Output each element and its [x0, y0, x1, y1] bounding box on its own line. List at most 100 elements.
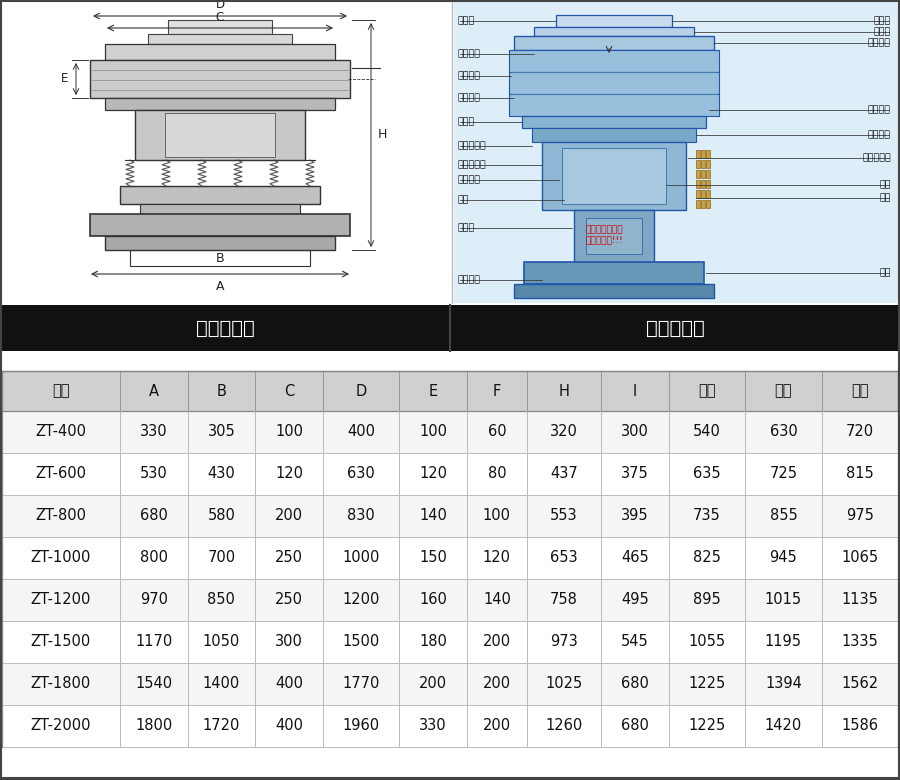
Text: 465: 465	[621, 551, 649, 566]
Text: 1065: 1065	[842, 551, 878, 566]
Bar	[2, 305, 898, 351]
Text: 运输用固定螺栓
试机时去掉!!!: 运输用固定螺栓 试机时去掉!!!	[585, 225, 623, 244]
Text: 540: 540	[693, 424, 721, 439]
Text: 970: 970	[140, 593, 167, 608]
Text: 底座: 底座	[879, 268, 891, 278]
Bar	[574, 210, 654, 262]
Bar	[701, 170, 705, 178]
Text: 150: 150	[419, 551, 447, 566]
Text: 1420: 1420	[765, 718, 802, 733]
Text: 630: 630	[347, 466, 375, 481]
Text: 1225: 1225	[688, 718, 725, 733]
Text: 1195: 1195	[765, 634, 802, 650]
Text: 1225: 1225	[688, 676, 725, 692]
Text: 320: 320	[550, 424, 578, 439]
Text: 430: 430	[208, 466, 235, 481]
Bar	[701, 180, 705, 188]
Text: 250: 250	[275, 593, 303, 608]
Text: 725: 725	[770, 466, 797, 481]
Bar	[556, 15, 672, 27]
Bar	[2, 579, 898, 621]
Text: H: H	[559, 384, 570, 399]
Text: 758: 758	[550, 593, 578, 608]
Bar	[542, 142, 686, 210]
Text: 振体: 振体	[458, 196, 470, 204]
Text: 330: 330	[140, 424, 167, 439]
Text: 635: 635	[693, 466, 721, 481]
Text: 200: 200	[419, 676, 447, 692]
Bar	[2, 537, 898, 579]
Text: 975: 975	[846, 509, 874, 523]
Text: 80: 80	[488, 466, 506, 481]
Text: 束环: 束环	[879, 180, 891, 190]
Text: 400: 400	[275, 676, 303, 692]
Text: 437: 437	[550, 466, 578, 481]
Text: ZT-800: ZT-800	[35, 509, 86, 523]
Bar	[701, 190, 705, 198]
Bar	[706, 160, 710, 168]
Text: 一般结构图: 一般结构图	[645, 318, 705, 338]
Text: ZT-1200: ZT-1200	[31, 593, 91, 608]
Text: 580: 580	[207, 509, 235, 523]
Bar	[140, 204, 300, 214]
Text: 180: 180	[419, 634, 447, 650]
Bar	[509, 94, 719, 116]
Text: 1050: 1050	[202, 634, 240, 650]
Bar	[90, 60, 350, 98]
Text: 底部框架: 底部框架	[868, 130, 891, 140]
Text: C: C	[216, 11, 224, 24]
Text: 700: 700	[207, 551, 236, 566]
Text: 300: 300	[621, 424, 649, 439]
Bar	[105, 44, 335, 60]
Bar	[562, 148, 666, 204]
Bar	[2, 411, 898, 453]
Text: 防尘盖: 防尘盖	[874, 16, 891, 26]
Text: 530: 530	[140, 466, 167, 481]
Text: 395: 395	[621, 509, 649, 523]
Text: E: E	[428, 384, 437, 399]
Text: 495: 495	[621, 593, 649, 608]
Text: 1200: 1200	[342, 593, 380, 608]
Text: 250: 250	[275, 551, 303, 566]
Text: 电动机: 电动机	[458, 224, 475, 232]
Text: 1770: 1770	[342, 676, 380, 692]
Text: 653: 653	[550, 551, 578, 566]
Bar	[696, 170, 700, 178]
Bar	[148, 34, 292, 44]
Bar	[130, 250, 310, 266]
Bar	[2, 371, 898, 411]
Bar	[165, 113, 275, 157]
Text: 1170: 1170	[135, 634, 172, 650]
Text: 中部框架: 中部框架	[868, 105, 891, 115]
Text: 绕外重锤板: 绕外重锤板	[458, 161, 487, 169]
Text: 60: 60	[488, 424, 506, 439]
Text: 下部重锤: 下部重锤	[458, 275, 481, 285]
Text: 630: 630	[770, 424, 797, 439]
Text: 筛网法兰: 筛网法兰	[458, 94, 481, 102]
Text: 720: 720	[846, 424, 874, 439]
Text: 680: 680	[621, 718, 649, 733]
Text: 120: 120	[275, 466, 303, 481]
Text: F: F	[493, 384, 501, 399]
Text: 945: 945	[770, 551, 797, 566]
Text: 橡胶球: 橡胶球	[458, 118, 475, 126]
Text: 140: 140	[419, 509, 447, 523]
Bar	[706, 190, 710, 198]
Text: 弹簧: 弹簧	[879, 193, 891, 203]
Text: 1260: 1260	[545, 718, 582, 733]
Text: 球形清洁板: 球形清洁板	[458, 141, 487, 151]
Text: 上部重锤: 上部重锤	[458, 176, 481, 185]
Text: A: A	[216, 280, 224, 293]
Bar	[135, 110, 305, 160]
Text: D: D	[356, 384, 366, 399]
Text: 973: 973	[550, 634, 578, 650]
Text: ZT-1000: ZT-1000	[31, 551, 91, 566]
Text: 1394: 1394	[765, 676, 802, 692]
Text: 1540: 1540	[135, 676, 172, 692]
Text: 200: 200	[483, 718, 511, 733]
Text: 1025: 1025	[545, 676, 582, 692]
Text: 1562: 1562	[842, 676, 878, 692]
Bar	[706, 170, 710, 178]
Text: 680: 680	[140, 509, 167, 523]
Bar	[706, 200, 710, 208]
